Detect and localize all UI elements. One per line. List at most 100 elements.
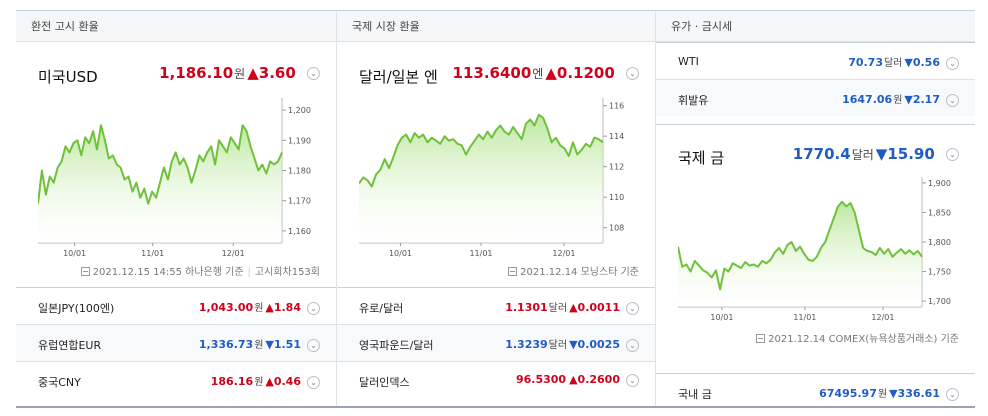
rate-row[interactable]: 일본JPY(100엔) 1,043.00원 ▲1.84 ⌄ — [16, 287, 336, 324]
rate-value: 1,336.73 — [198, 338, 254, 351]
rate-quote: 186.16원 ▲0.46 ⌄ — [211, 373, 320, 389]
chevron-down-icon[interactable]: ⌄ — [946, 148, 959, 161]
rate-change: ▲0.0011 — [569, 301, 620, 314]
rate-row[interactable]: 유로/달러 1.1301달러 ▲0.0011 ⌄ — [337, 287, 655, 324]
rate-change: ▼0.56 — [904, 56, 940, 69]
rate-row[interactable]: 중국CNY 186.16원 ▲0.46 ⌄ — [16, 361, 336, 398]
rate-value: 1647.06 — [842, 93, 893, 106]
y-tick-label: 1,800 — [928, 238, 951, 247]
rate-quote: 1647.06원 ▼2.17 ⌄ — [842, 91, 959, 107]
main-rate-panel[interactable]: 국제 금 1770.4달러 ▼15.90 ⌄ 1,700 1,750 1,800 1,8… — [656, 124, 975, 374]
rate-change: ▼336.61 — [889, 387, 940, 400]
rate-unit: 원 — [254, 303, 264, 314]
rate-value: 96.5300 — [515, 373, 567, 386]
rate-change: ▲0.1200 — [545, 64, 615, 82]
separator: | — [247, 267, 251, 278]
source-date: 2021.12.15 14:55 — [92, 267, 182, 278]
x-tick-label: 10/01 — [389, 249, 412, 258]
main-rate-name[interactable]: 미국USD — [38, 68, 98, 86]
rate-unit: 원 — [877, 389, 888, 400]
main-rate-name[interactable]: 국제 금 — [678, 149, 725, 167]
rate-unit: 원 — [893, 95, 903, 106]
series-area — [359, 114, 603, 243]
rate-row[interactable]: 영국파운드/달러 1.3239달러 ▼0.0025 ⌄ — [337, 324, 655, 361]
x-tick-label: 11/01 — [793, 313, 816, 322]
source-info: 2021.12.14 COMEX(뉴욕상품거래소) 기준 — [756, 330, 959, 345]
rate-unit: 원 — [234, 67, 246, 81]
rate-change: ▼0.0025 — [569, 338, 620, 351]
rate-row[interactable]: 달러인덱스 96.5300 ▲0.2600 ⌄ — [337, 361, 655, 398]
column-header: 환전 고시 환율 — [16, 11, 336, 42]
rate-quote: 1.1301달러 ▲0.0011 ⌄ — [505, 299, 639, 315]
rate-name[interactable]: 국내 금 — [678, 388, 712, 401]
rate-quote: 1,336.73원 ▼1.51 ⌄ — [199, 336, 320, 352]
document-icon — [80, 267, 90, 276]
chevron-down-icon[interactable]: ⌄ — [307, 338, 320, 352]
x-tick-label: 11/01 — [141, 249, 164, 258]
rate-name[interactable]: 일본JPY(100엔) — [38, 302, 115, 315]
y-tick-label: 108 — [609, 224, 624, 233]
chevron-down-icon[interactable]: ⌄ — [307, 375, 320, 389]
column-exchange-notice: 환전 고시 환율 미국USD 1,186.10원 ▲3.60 ⌄ 1,160 1,1… — [16, 11, 336, 406]
x-tick-label: 12/01 — [552, 249, 575, 258]
rate-name[interactable]: 영국파운드/달러 — [359, 339, 434, 352]
x-tick-label: 10/01 — [710, 313, 733, 322]
rate-unit: 달러 — [548, 340, 568, 351]
rate-row[interactable]: 국내 금 67495.97원 ▼336.61 ⌄ — [656, 373, 975, 409]
rate-change: ▲3.60 — [247, 64, 296, 82]
chevron-down-icon[interactable]: ⌄ — [626, 67, 639, 80]
document-icon — [508, 267, 518, 276]
rate-row[interactable]: WTI 70.73달러 ▼0.56 ⌄ — [656, 42, 975, 79]
chevron-down-icon[interactable]: ⌄ — [626, 338, 639, 352]
column-header: 국제 시장 환율 — [337, 11, 655, 42]
chevron-down-icon[interactable]: ⌄ — [626, 373, 639, 387]
exchange-rate-widget: 환전 고시 환율 미국USD 1,186.10원 ▲3.60 ⌄ 1,160 1,1… — [16, 10, 975, 408]
x-tick-label: 10/01 — [63, 249, 86, 258]
rate-quote: 67495.97원 ▼336.61 ⌄ — [819, 385, 959, 401]
source-provider: 하나은행 기준 — [185, 267, 244, 278]
source-date: 2021.12.14 — [768, 334, 826, 345]
rate-unit: 원 — [254, 377, 264, 388]
rate-name[interactable]: WTI — [678, 55, 699, 68]
rate-quote: 70.73달러 ▼0.56 ⌄ — [848, 54, 959, 70]
column-oil-gold: 유가 · 금시세 WTI 70.73달러 ▼0.56 ⌄ 휘발유 1647.06원 ▼… — [655, 11, 975, 406]
chevron-down-icon[interactable]: ⌄ — [946, 387, 959, 401]
rate-value: 1,186.10 — [159, 64, 234, 82]
rate-value: 1.1301 — [505, 301, 548, 314]
rate-unit: 달러 — [548, 303, 568, 314]
rate-chart: 1,160 1,170 1,180 1,190 1,200 10/01 11/01 12/01 — [38, 98, 311, 258]
series-line — [38, 124, 283, 205]
rate-row[interactable]: 유럽연합EUR 1,336.73원 ▼1.51 ⌄ — [16, 324, 336, 361]
source-info: 2021.12.15 14:55 하나은행 기준 | 고시회차153회 — [80, 263, 320, 278]
rate-value: 70.73 — [848, 56, 883, 69]
source-provider: 모닝스타 기준 — [580, 267, 639, 278]
chevron-down-icon[interactable]: ⌄ — [946, 56, 959, 70]
rate-quote: 1.3239달러 ▼0.0025 ⌄ — [505, 336, 639, 352]
rate-name[interactable]: 중국CNY — [38, 376, 81, 389]
y-tick-label: 112 — [609, 163, 624, 172]
source-provider: COMEX(뉴욕상품거래소) 기준 — [828, 334, 959, 345]
chevron-down-icon[interactable]: ⌄ — [307, 67, 320, 80]
main-rate-name[interactable]: 달러/일본 엔 — [359, 68, 438, 86]
chevron-down-icon[interactable]: ⌄ — [946, 93, 959, 107]
rate-list: 유로/달러 1.1301달러 ▲0.0011 ⌄ 영국파운드/달러 1.3239달러… — [337, 287, 655, 398]
chevron-down-icon[interactable]: ⌄ — [626, 301, 639, 315]
rate-unit: 달러 — [851, 148, 874, 162]
main-rate-value: 1770.4달러 ▼15.90 ⌄ — [793, 145, 959, 163]
y-tick-label: 1,180 — [288, 167, 311, 176]
chevron-down-icon[interactable]: ⌄ — [307, 301, 320, 315]
rate-name[interactable]: 유로/달러 — [359, 302, 404, 315]
main-rate-panel[interactable]: 달러/일본 엔 113.6400엔 ▲0.1200 ⌄ 108 110 112 114 1… — [337, 42, 655, 286]
x-tick-label: 11/01 — [469, 249, 492, 258]
y-tick-label: 1,700 — [928, 297, 951, 306]
rate-name[interactable]: 휘발유 — [678, 94, 709, 107]
rate-row[interactable]: 휘발유 1647.06원 ▼2.17 ⌄ — [656, 79, 975, 116]
main-rate-panel[interactable]: 미국USD 1,186.10원 ▲3.60 ⌄ 1,160 1,170 1,180 1,… — [16, 42, 336, 286]
rate-name[interactable]: 달러인덱스 — [359, 376, 410, 389]
rate-value: 67495.97 — [819, 387, 877, 400]
y-tick-label: 110 — [609, 193, 624, 202]
column-international-rates: 국제 시장 환율 달러/일본 엔 113.6400엔 ▲0.1200 ⌄ 108 1… — [336, 11, 655, 406]
rate-name[interactable]: 유럽연합EUR — [38, 339, 102, 352]
y-tick-label: 116 — [609, 102, 624, 111]
document-icon — [756, 334, 766, 343]
